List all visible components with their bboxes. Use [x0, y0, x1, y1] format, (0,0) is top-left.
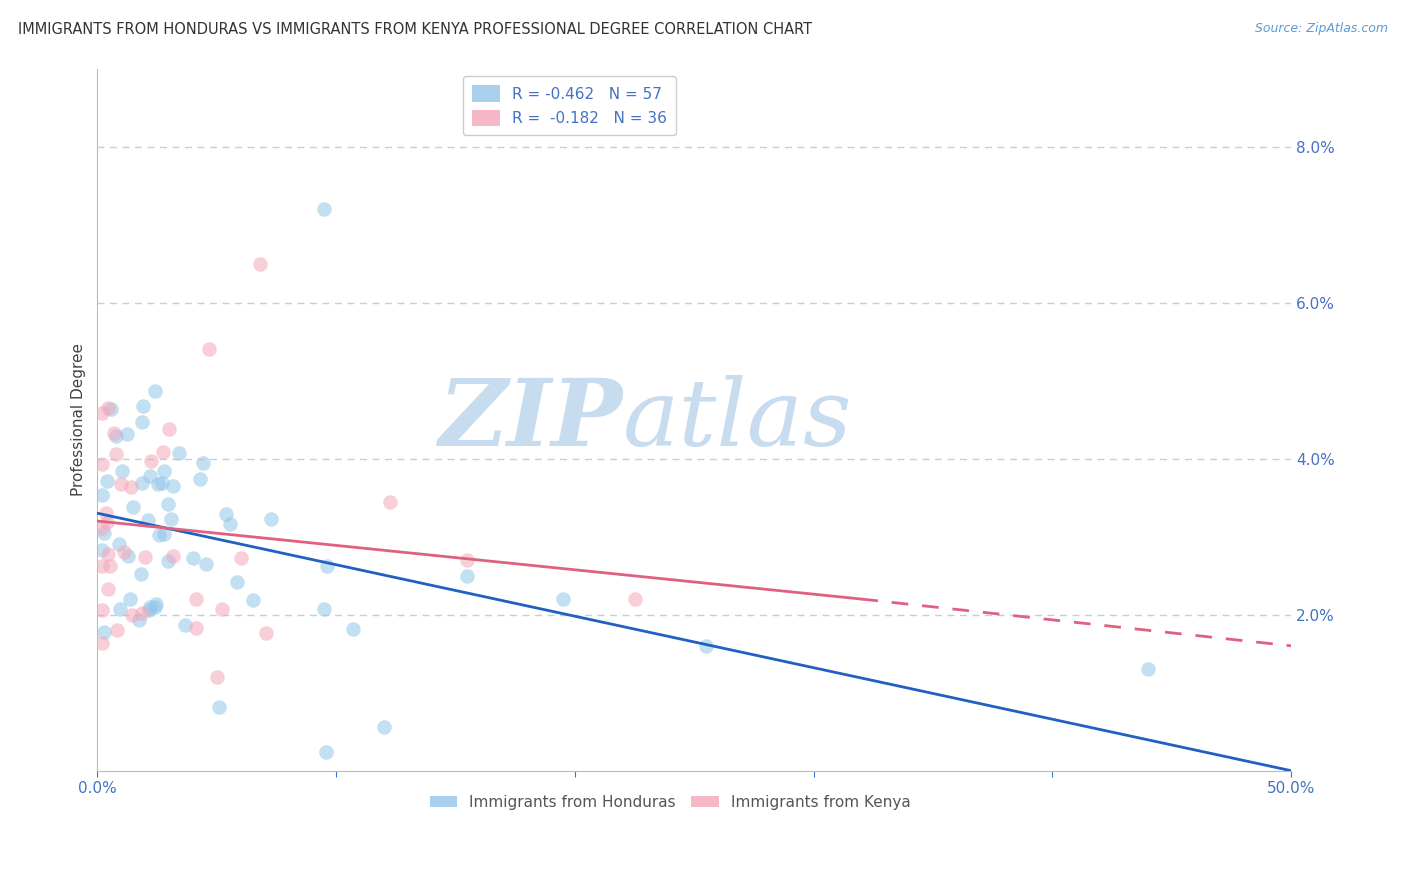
Point	[373, 720, 395, 734]
Point	[91, 559, 114, 574]
Point	[115, 426, 138, 441]
Point	[174, 618, 197, 632]
Point	[91, 521, 114, 535]
Point	[146, 476, 169, 491]
Point	[139, 468, 162, 483]
Point	[167, 445, 190, 459]
Point	[91, 457, 114, 471]
Point	[152, 527, 174, 541]
Point	[105, 429, 128, 443]
Point	[128, 613, 150, 627]
Point	[91, 488, 114, 502]
Point	[139, 454, 162, 468]
Point	[97, 582, 120, 596]
Point	[94, 506, 117, 520]
Point	[93, 525, 115, 540]
Point	[197, 342, 219, 356]
Point	[110, 602, 132, 616]
Point	[110, 477, 132, 491]
Point	[194, 558, 217, 572]
Text: atlas: atlas	[623, 375, 852, 465]
Point	[91, 636, 114, 650]
Point	[205, 670, 228, 684]
Point	[100, 559, 122, 574]
Point	[100, 401, 122, 416]
Point	[157, 497, 180, 511]
Point	[111, 464, 134, 478]
Point	[148, 528, 170, 542]
Point	[108, 537, 131, 551]
Point	[91, 406, 114, 420]
Legend: Immigrants from Honduras, Immigrants from Kenya: Immigrants from Honduras, Immigrants fro…	[423, 789, 917, 815]
Point	[136, 513, 159, 527]
Point	[157, 422, 180, 436]
Point	[162, 549, 184, 563]
Point	[456, 553, 478, 567]
Point	[312, 602, 335, 616]
Point	[145, 597, 167, 611]
Point	[184, 621, 207, 635]
Point	[122, 500, 145, 514]
Y-axis label: Professional Degree: Professional Degree	[72, 343, 86, 496]
Point	[138, 603, 160, 617]
Point	[623, 592, 645, 607]
Text: Source: ZipAtlas.com: Source: ZipAtlas.com	[1254, 22, 1388, 36]
Point	[1136, 662, 1159, 676]
Point	[456, 568, 478, 582]
Point	[129, 567, 152, 582]
Point	[143, 599, 166, 614]
Point	[96, 475, 118, 489]
Point	[143, 384, 166, 398]
Point	[103, 426, 125, 441]
Point	[91, 543, 114, 558]
Point	[211, 602, 233, 616]
Point	[112, 545, 135, 559]
Point	[121, 607, 143, 622]
Point	[260, 512, 283, 526]
Point	[184, 591, 207, 606]
Point	[131, 607, 153, 621]
Point	[91, 603, 114, 617]
Point	[105, 447, 128, 461]
Point	[96, 516, 118, 530]
Point	[157, 554, 180, 568]
Point	[132, 399, 155, 413]
Point	[215, 508, 238, 522]
Point	[226, 574, 249, 589]
Point	[229, 551, 252, 566]
Point	[242, 593, 264, 607]
Point	[208, 700, 231, 714]
Point	[120, 480, 142, 494]
Point	[131, 476, 153, 491]
Point	[315, 745, 337, 759]
Point	[117, 549, 139, 563]
Point	[97, 547, 120, 561]
Point	[160, 512, 183, 526]
Point	[131, 415, 153, 429]
Point	[314, 202, 336, 216]
Text: IMMIGRANTS FROM HONDURAS VS IMMIGRANTS FROM KENYA PROFESSIONAL DEGREE CORRELATIO: IMMIGRANTS FROM HONDURAS VS IMMIGRANTS F…	[18, 22, 813, 37]
Point	[93, 624, 115, 639]
Point	[97, 401, 120, 416]
Point	[139, 600, 162, 615]
Point	[342, 622, 364, 636]
Point	[378, 495, 401, 509]
Point	[551, 592, 574, 607]
Point	[152, 445, 174, 459]
Point	[191, 456, 214, 470]
Point	[118, 592, 141, 607]
Point	[254, 626, 277, 640]
Text: ZIP: ZIP	[439, 375, 623, 465]
Point	[134, 549, 156, 564]
Point	[162, 478, 184, 492]
Point	[188, 472, 211, 486]
Point	[249, 256, 271, 270]
Point	[315, 558, 337, 573]
Point	[105, 624, 128, 638]
Point	[183, 551, 205, 566]
Point	[695, 639, 717, 653]
Point	[219, 516, 242, 531]
Point	[150, 475, 173, 490]
Point	[152, 464, 174, 478]
